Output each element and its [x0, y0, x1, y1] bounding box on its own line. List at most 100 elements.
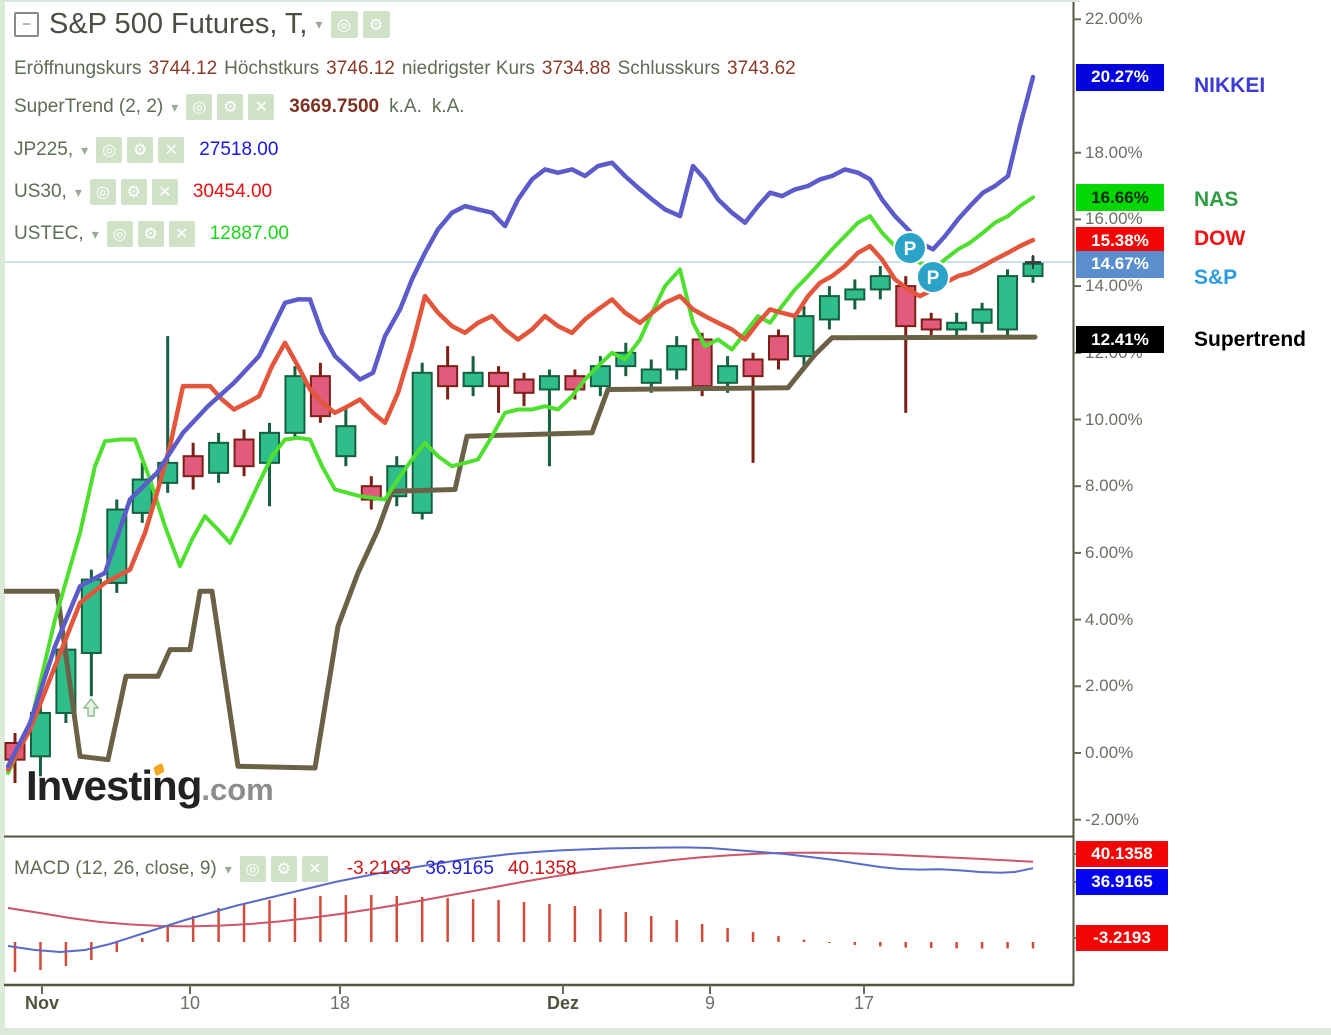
low-value: 3734.88: [541, 58, 611, 79]
macd-row: MACD (12, 26, close, 9) ▾ ◎ ⚙ ✕ -3.2193 36.…: [14, 856, 591, 882]
s&p-price-badge: 14.67%: [1076, 250, 1164, 278]
chevron-down-icon[interactable]: ▾: [315, 16, 323, 32]
gear-icon[interactable]: ⚙: [217, 94, 244, 120]
series-name-supertrend: Supertrend: [1194, 328, 1307, 352]
supertrend-price-badge: 12.41%: [1076, 326, 1164, 354]
symbol-toolbar: ◎ ⚙: [330, 11, 395, 38]
low-label: niedrigster Kurs: [401, 58, 535, 79]
candle-body: [131, 478, 153, 514]
candle-body: [55, 648, 77, 714]
indicator-name[interactable]: US30,: [14, 181, 67, 202]
gear-icon[interactable]: ⚙: [362, 11, 390, 38]
nikkei-price-badge: 20.27%: [1076, 63, 1164, 91]
macd-toolbar: ◎ ⚙ ✕: [239, 856, 333, 882]
eye-icon[interactable]: ◎: [330, 11, 358, 38]
high-label: Höchstkurs: [224, 58, 320, 79]
line-nasdaq: [6, 195, 1035, 775]
candle-body: [818, 295, 840, 321]
chevron-down-icon[interactable]: ▾: [91, 225, 99, 242]
svg-text:P: P: [927, 268, 940, 289]
close-label: Schlusskurs: [617, 58, 721, 79]
candle-body: [386, 465, 408, 498]
x-axis-tick-label: 18: [329, 993, 351, 1013]
candle-body: [640, 368, 662, 384]
indicator-value: k.A.: [389, 96, 422, 117]
gear-icon[interactable]: ⚙: [127, 137, 154, 163]
y-axis-tick-label: 4.00%: [1085, 609, 1134, 629]
chevron-down-icon[interactable]: ▾: [171, 98, 179, 115]
x-axis-tick-label: 10: [179, 993, 201, 1013]
svg-text:P: P: [904, 239, 917, 260]
candle-body: [157, 461, 179, 484]
chevron-down-icon[interactable]: ▾: [224, 860, 232, 877]
series-name-dow: DOW: [1194, 227, 1246, 251]
candle-body: [80, 578, 102, 654]
indicator-value: 30454.00: [192, 181, 273, 202]
indicator-name[interactable]: USTEC,: [14, 223, 84, 244]
y-axis-tick-label: 8.00%: [1085, 476, 1134, 496]
candle-body: [411, 371, 433, 514]
macd-value: -3.2193: [346, 858, 412, 879]
candle-body: [1022, 262, 1044, 278]
eye-icon[interactable]: ◎: [89, 179, 116, 205]
candle-body: [920, 318, 942, 331]
close-icon[interactable]: ✕: [151, 179, 178, 205]
close-icon[interactable]: ✕: [158, 137, 185, 163]
y-axis-tick-label: 10.00%: [1085, 409, 1143, 429]
close-icon[interactable]: ✕: [301, 856, 328, 882]
close-icon[interactable]: ✕: [168, 221, 195, 247]
high-value: 3746.12: [326, 58, 395, 79]
chevron-down-icon[interactable]: ▾: [74, 183, 82, 200]
symbol-title[interactable]: S&P 500 Futures, T,: [49, 8, 308, 40]
candlestick-series: [4, 256, 1044, 784]
candle-body: [844, 288, 866, 301]
candle-body: [4, 741, 26, 761]
open-value: 3744.12: [148, 58, 218, 79]
candle-body: [182, 455, 204, 478]
eye-icon[interactable]: ◎: [186, 94, 213, 120]
candle-body: [997, 275, 1019, 331]
macd-value-badge: 36.9165: [1076, 869, 1168, 895]
candle-body: [233, 438, 255, 468]
candle-body: [615, 351, 637, 368]
indicator-name[interactable]: JP225,: [14, 139, 74, 160]
gear-icon[interactable]: ⚙: [137, 221, 164, 247]
candle-body: [208, 441, 230, 474]
candle-body: [513, 378, 535, 394]
y-axis-tick-label: 16.00%: [1085, 209, 1143, 229]
indicator-name[interactable]: SuperTrend (2, 2): [14, 96, 164, 117]
indicator-row-ustec: USTEC, ▾ ◎ ⚙ ✕ 12887.00: [14, 221, 289, 247]
eye-icon[interactable]: ◎: [239, 856, 266, 882]
candle-body: [259, 431, 280, 464]
candle-body: [488, 371, 510, 388]
candle-body: [360, 485, 382, 501]
candle-body: [768, 335, 789, 361]
gear-icon[interactable]: ⚙: [120, 179, 147, 205]
buy-arrow-marker: [82, 697, 100, 717]
indicator-value: 3669.7500: [289, 96, 380, 117]
page-left-border: [0, 0, 5, 1035]
p-position-marker[interactable]: P: [916, 260, 950, 294]
close-icon[interactable]: ✕: [248, 94, 275, 120]
y-axis-tick-label: 14.00%: [1085, 276, 1143, 296]
eye-icon[interactable]: ◎: [106, 221, 133, 247]
candle-body: [869, 275, 891, 291]
y-axis-tick-label: 0.00%: [1085, 743, 1134, 762]
eye-icon[interactable]: ◎: [96, 137, 123, 163]
chevron-down-icon[interactable]: ▾: [81, 141, 89, 158]
candle-body: [437, 365, 459, 388]
dow-price-badge: 15.38%: [1076, 227, 1164, 255]
indicator-row-supertrend-2-2: SuperTrend (2, 2) ▾ ◎ ⚙ ✕ 3669.7500 k.A. k.A.: [14, 94, 465, 120]
macd-label[interactable]: MACD (12, 26, close, 9): [14, 858, 217, 879]
p-position-marker[interactable]: P: [893, 231, 927, 265]
candle-body: [564, 375, 586, 391]
macd-value-badge: 40.1358: [1076, 841, 1168, 867]
series-name-nikkei: NIKKEI: [1194, 73, 1266, 97]
page-bottom-border: [0, 1028, 1331, 1035]
x-axis-tick-label: 17: [853, 993, 875, 1013]
series-name-s&p: S&P: [1194, 265, 1238, 289]
gear-icon[interactable]: ⚙: [270, 856, 297, 882]
collapse-icon[interactable]: −: [14, 12, 39, 37]
indicator-value: 27518.00: [199, 139, 279, 160]
